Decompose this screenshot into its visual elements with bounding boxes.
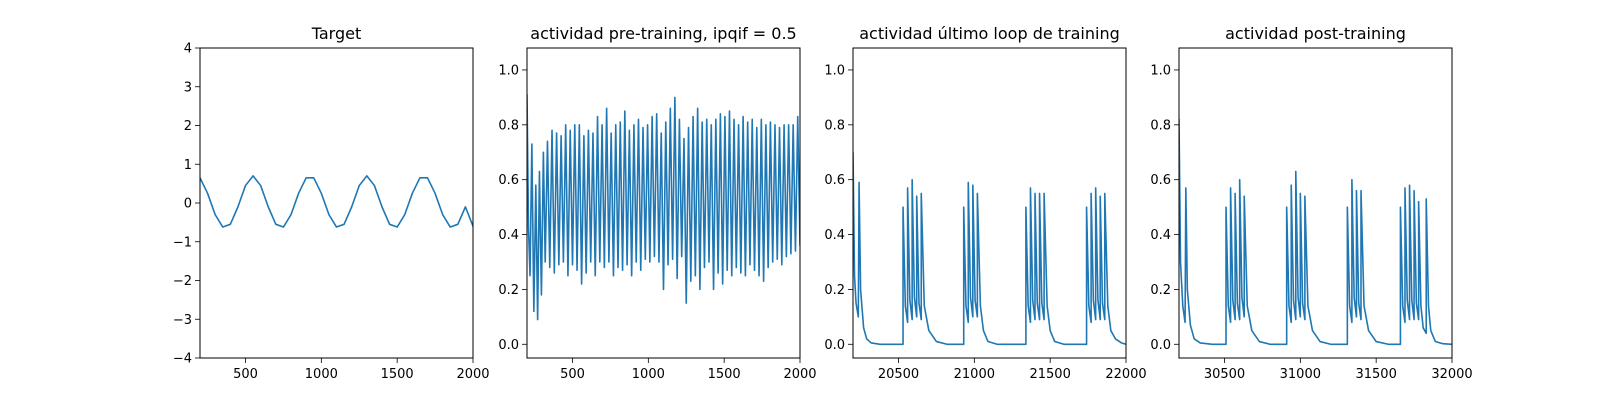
y-tick-label: 1.0 [1150,63,1171,78]
y-tick-label: 0.6 [498,173,519,188]
x-tick-label: 21000 [954,367,995,382]
chart-title: actividad último loop de training [859,24,1120,43]
x-tick-label: 20500 [878,367,919,382]
y-tick-label: −3 [173,313,192,328]
x-tick-label: 21500 [1029,367,1070,382]
y-tick-label: 0.8 [1150,118,1171,133]
axes-frame [852,47,1127,359]
y-tick-label: 0.0 [1150,338,1171,353]
y-tick-label: 1.0 [498,63,519,78]
x-tick-label: 500 [560,367,585,382]
y-tick-label: 0.8 [824,118,845,133]
chart-panel-3: 20500 21000 21500 22000 0.0 0.2 0.4 0.6 0.8 1.0 ac… [824,24,1146,382]
x-tick-label: 2000 [456,367,489,382]
chart-panel-4: 30500 31000 31500 32000 0.0 0.2 0.4 0.6 0.8 1.0 ac… [1150,24,1472,382]
y-tick-label: 1 [184,158,192,173]
y-tick-label: 0 [184,197,192,212]
series-line-4-1 [1179,118,1452,346]
series-line-1-1 [200,175,473,228]
x-tick-label: 2000 [783,367,816,382]
x-tick-label: 500 [233,367,258,382]
y-tick-label: −1 [173,235,192,250]
y-tick-label: 0.0 [824,338,845,353]
series-line-3-1 [853,151,1126,346]
chart-panel-2: 500 1000 1500 2000 0.0 0.2 0.4 0.6 0.8 1.0 activid… [498,24,816,382]
y-tick-label: 0.2 [1150,283,1171,298]
chart-title: actividad pre-training, ipqif = 0.5 [530,24,796,43]
y-tick-label: −4 [173,352,192,367]
chart-panel-1: 500 1000 1500 2000 −4 −3 −2 −1 0 1 2 3 4 Target [173,24,490,382]
y-tick-label: 0.2 [824,283,845,298]
x-tick-label: 1000 [305,367,338,382]
y-tick-label: 1.0 [824,63,845,78]
y-tick-label: 2 [184,119,192,134]
y-tick-label: 0.8 [498,118,519,133]
y-tick-label: 0.0 [498,338,519,353]
y-tick-label: 3 [184,80,192,95]
x-tick-label: 1000 [632,367,665,382]
chart-title: actividad post-training [1225,24,1406,43]
axes-frame [199,47,474,359]
axes-frame [1178,47,1453,359]
chart-title: Target [311,24,362,43]
x-tick-label: 22000 [1105,367,1146,382]
x-tick-label: 32000 [1431,367,1472,382]
y-tick-label: 0.4 [824,228,845,243]
axes-frame [526,47,801,359]
y-tick-label: 0.4 [1150,228,1171,243]
y-tick-label: 4 [184,42,192,57]
x-tick-label: 31000 [1280,367,1321,382]
x-tick-label: 30500 [1204,367,1245,382]
x-tick-label: 1500 [381,367,414,382]
y-tick-label: 0.6 [824,173,845,188]
y-tick-label: −2 [173,274,192,289]
x-tick-label: 31500 [1355,367,1396,382]
series-line-2-1 [527,93,800,321]
y-tick-label: 0.2 [498,283,519,298]
x-tick-label: 1500 [708,367,741,382]
y-tick-label: 0.6 [1150,173,1171,188]
y-tick-label: 0.4 [498,228,519,243]
